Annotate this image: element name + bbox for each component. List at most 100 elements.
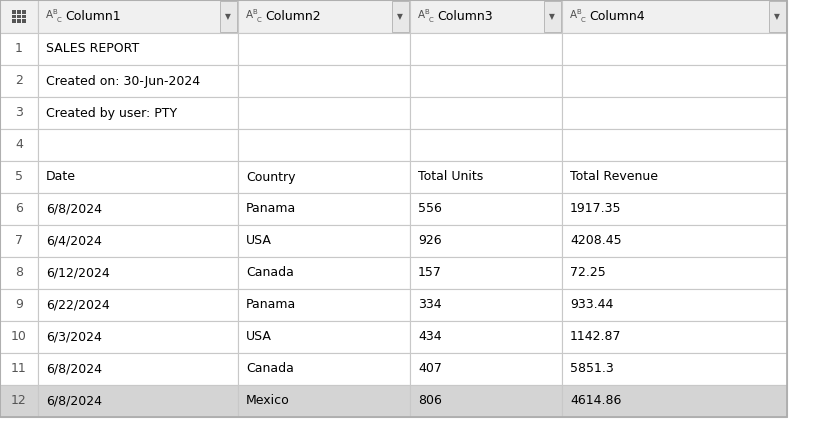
- Bar: [562, 257, 787, 289]
- Bar: [0, 0, 38, 33]
- Text: 6/3/2024: 6/3/2024: [46, 330, 102, 343]
- Text: ▼: ▼: [774, 12, 780, 21]
- Bar: [410, 385, 562, 417]
- Bar: [562, 33, 787, 65]
- Text: B: B: [576, 9, 581, 16]
- Text: 1: 1: [15, 42, 23, 56]
- Text: 72.25: 72.25: [570, 267, 605, 279]
- Bar: [410, 97, 562, 129]
- Text: Country: Country: [246, 170, 295, 184]
- Text: 157: 157: [418, 267, 442, 279]
- Bar: [238, 33, 410, 65]
- Bar: [38, 193, 238, 225]
- Text: 926: 926: [418, 234, 442, 248]
- Text: USA: USA: [246, 234, 272, 248]
- Text: 4208.45: 4208.45: [570, 234, 622, 248]
- Text: 10: 10: [11, 330, 27, 343]
- Text: 4: 4: [15, 139, 23, 151]
- Bar: [562, 193, 787, 225]
- Text: A: A: [570, 11, 577, 20]
- Bar: [562, 289, 787, 321]
- Bar: [12, 10, 17, 14]
- Text: 434: 434: [418, 330, 442, 343]
- Text: Total Units: Total Units: [418, 170, 483, 184]
- Bar: [410, 225, 562, 257]
- Bar: [38, 257, 238, 289]
- Text: 6/12/2024: 6/12/2024: [46, 267, 110, 279]
- Text: 933.44: 933.44: [570, 298, 614, 312]
- Bar: [410, 289, 562, 321]
- Text: 9: 9: [15, 298, 23, 312]
- Bar: [410, 193, 562, 225]
- Text: USA: USA: [246, 330, 272, 343]
- Text: 8: 8: [15, 267, 23, 279]
- Text: 7: 7: [15, 234, 23, 248]
- Bar: [410, 257, 562, 289]
- Bar: [0, 353, 38, 385]
- Bar: [17, 19, 21, 23]
- Bar: [38, 225, 238, 257]
- Bar: [562, 161, 787, 193]
- Bar: [238, 321, 410, 353]
- Bar: [769, 1, 786, 32]
- Text: 2: 2: [15, 75, 23, 87]
- Bar: [22, 10, 26, 14]
- Bar: [0, 321, 38, 353]
- Text: Created by user: PTY: Created by user: PTY: [46, 106, 177, 120]
- Text: 6/8/2024: 6/8/2024: [46, 363, 102, 376]
- Text: A: A: [246, 11, 253, 20]
- Bar: [0, 225, 38, 257]
- Bar: [17, 14, 21, 18]
- Text: C: C: [57, 17, 62, 22]
- Bar: [410, 33, 562, 65]
- Bar: [238, 193, 410, 225]
- Bar: [22, 19, 26, 23]
- Bar: [0, 289, 38, 321]
- Text: 806: 806: [418, 394, 442, 407]
- Bar: [38, 321, 238, 353]
- Bar: [220, 1, 237, 32]
- Bar: [238, 129, 410, 161]
- Text: 407: 407: [418, 363, 442, 376]
- Bar: [410, 321, 562, 353]
- Bar: [0, 193, 38, 225]
- Text: 3: 3: [15, 106, 23, 120]
- Bar: [38, 33, 238, 65]
- Text: Date: Date: [46, 170, 76, 184]
- Bar: [0, 161, 38, 193]
- Bar: [38, 289, 238, 321]
- Text: Column1: Column1: [65, 10, 121, 23]
- Bar: [562, 321, 787, 353]
- Text: 5: 5: [15, 170, 23, 184]
- Text: B: B: [52, 9, 57, 16]
- Bar: [0, 33, 38, 65]
- Text: ▼: ▼: [225, 12, 231, 21]
- Bar: [238, 353, 410, 385]
- Text: 6/8/2024: 6/8/2024: [46, 203, 102, 215]
- Bar: [562, 0, 787, 33]
- Bar: [562, 385, 787, 417]
- Bar: [238, 65, 410, 97]
- Text: 1142.87: 1142.87: [570, 330, 622, 343]
- Text: Panama: Panama: [246, 298, 296, 312]
- Text: B: B: [424, 9, 428, 16]
- Bar: [22, 14, 26, 18]
- Bar: [0, 65, 38, 97]
- Bar: [562, 65, 787, 97]
- Text: 556: 556: [418, 203, 442, 215]
- Bar: [238, 257, 410, 289]
- Bar: [410, 0, 562, 33]
- Text: Total Revenue: Total Revenue: [570, 170, 658, 184]
- Bar: [0, 97, 38, 129]
- Bar: [238, 0, 410, 33]
- Bar: [562, 97, 787, 129]
- Bar: [562, 129, 787, 161]
- Bar: [12, 19, 17, 23]
- Bar: [410, 65, 562, 97]
- Text: 12: 12: [11, 394, 26, 407]
- Text: SALES REPORT: SALES REPORT: [46, 42, 139, 56]
- Bar: [38, 97, 238, 129]
- Text: A: A: [46, 11, 53, 20]
- Bar: [238, 385, 410, 417]
- Bar: [38, 0, 238, 33]
